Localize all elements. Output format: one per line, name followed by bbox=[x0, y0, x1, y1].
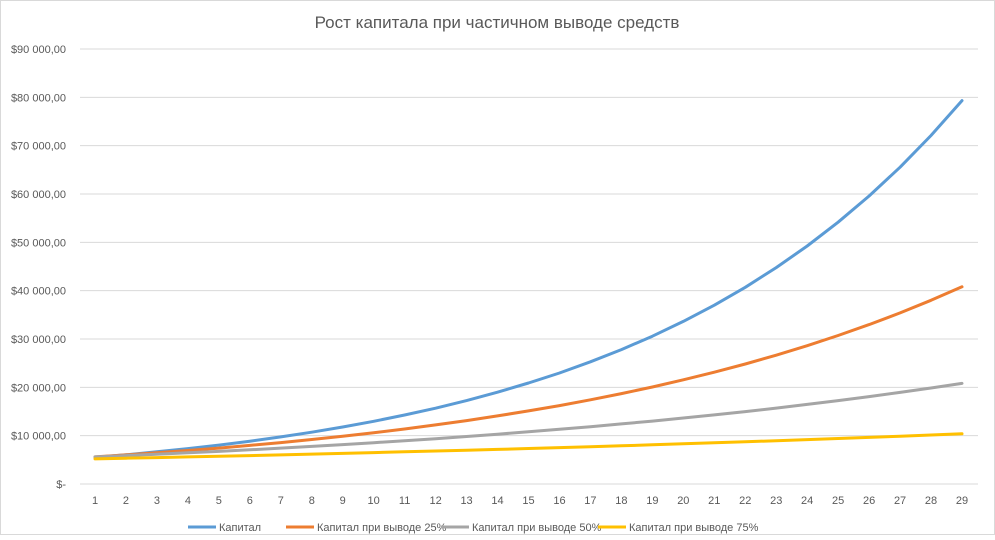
y-tick-label: $60 000,00 bbox=[11, 189, 66, 201]
y-tick-label: $- bbox=[56, 479, 66, 491]
chart-title: Рост капитала при частичном выводе средс… bbox=[315, 13, 680, 32]
x-tick-label: 10 bbox=[368, 495, 380, 507]
legend-item: Капитал при выводе 75% bbox=[598, 522, 759, 534]
x-tick-label: 9 bbox=[340, 495, 346, 507]
x-tick-label: 18 bbox=[615, 495, 627, 507]
legend-label: Капитал при выводе 25% bbox=[317, 522, 447, 534]
x-tick-label: 6 bbox=[247, 495, 253, 507]
x-tick-label: 25 bbox=[832, 495, 844, 507]
legend-label: Капитал при выводе 75% bbox=[629, 522, 759, 534]
x-tick-label: 15 bbox=[522, 495, 534, 507]
x-tick-label: 4 bbox=[185, 495, 191, 507]
y-tick-label: $10 000,00 bbox=[11, 431, 66, 443]
x-tick-label: 26 bbox=[863, 495, 875, 507]
y-tick-label: $50 000,00 bbox=[11, 237, 66, 249]
series-line bbox=[93, 285, 964, 459]
x-tick-label: 12 bbox=[429, 495, 441, 507]
x-tick-label: 24 bbox=[801, 495, 813, 507]
x-tick-label: 2 bbox=[123, 495, 129, 507]
x-tick-label: 11 bbox=[399, 495, 410, 507]
x-tick-label: 21 bbox=[708, 495, 720, 507]
x-axis: 1 2 3 4 5 6 7 8 9 10 11 12 13 14 15 16 17 18 19 20 21 22 23 24 2… bbox=[92, 495, 968, 507]
x-tick-label: 5 bbox=[216, 495, 222, 507]
series-line bbox=[93, 432, 964, 461]
x-tick-label: 20 bbox=[677, 495, 689, 507]
y-tick-label: $40 000,00 bbox=[11, 286, 66, 298]
x-tick-label: 8 bbox=[309, 495, 315, 507]
gridlines bbox=[80, 48, 978, 485]
legend-item: Капитал при выводе 25% bbox=[286, 522, 447, 534]
x-tick-label: 17 bbox=[584, 495, 596, 507]
x-tick-label: 22 bbox=[739, 495, 751, 507]
x-tick-label: 19 bbox=[646, 495, 658, 507]
legend-label: Капитал bbox=[219, 522, 261, 534]
x-tick-label: 14 bbox=[491, 495, 503, 507]
x-tick-label: 3 bbox=[154, 495, 160, 507]
legend-item: Капитал при выводе 50% bbox=[441, 522, 602, 534]
x-tick-label: 28 bbox=[925, 495, 937, 507]
legend-label: Капитал при выводе 50% bbox=[472, 522, 602, 534]
x-tick-label: 13 bbox=[460, 495, 472, 507]
legend: Капитал Капитал при выводе 25% Капитал при… bbox=[188, 522, 759, 534]
y-tick-label: $80 000,00 bbox=[11, 92, 66, 104]
series-line bbox=[93, 99, 964, 459]
x-tick-label: 27 bbox=[894, 495, 906, 507]
y-tick-label: $90 000,00 bbox=[11, 44, 66, 56]
x-tick-label: 23 bbox=[770, 495, 782, 507]
series-line bbox=[93, 381, 964, 459]
y-axis: $- $10 000,00 $20 000,00 $30 000,00 $40 000,… bbox=[11, 44, 66, 491]
y-tick-label: $20 000,00 bbox=[11, 382, 66, 394]
legend-item: Капитал bbox=[188, 522, 261, 534]
x-tick-label: 16 bbox=[553, 495, 565, 507]
x-tick-label: 29 bbox=[956, 495, 968, 507]
x-tick-label: 1 bbox=[92, 495, 98, 507]
series-lines bbox=[93, 99, 964, 461]
y-tick-label: $70 000,00 bbox=[11, 141, 66, 153]
y-tick-label: $30 000,00 bbox=[11, 334, 66, 346]
x-tick-label: 7 bbox=[278, 495, 284, 507]
